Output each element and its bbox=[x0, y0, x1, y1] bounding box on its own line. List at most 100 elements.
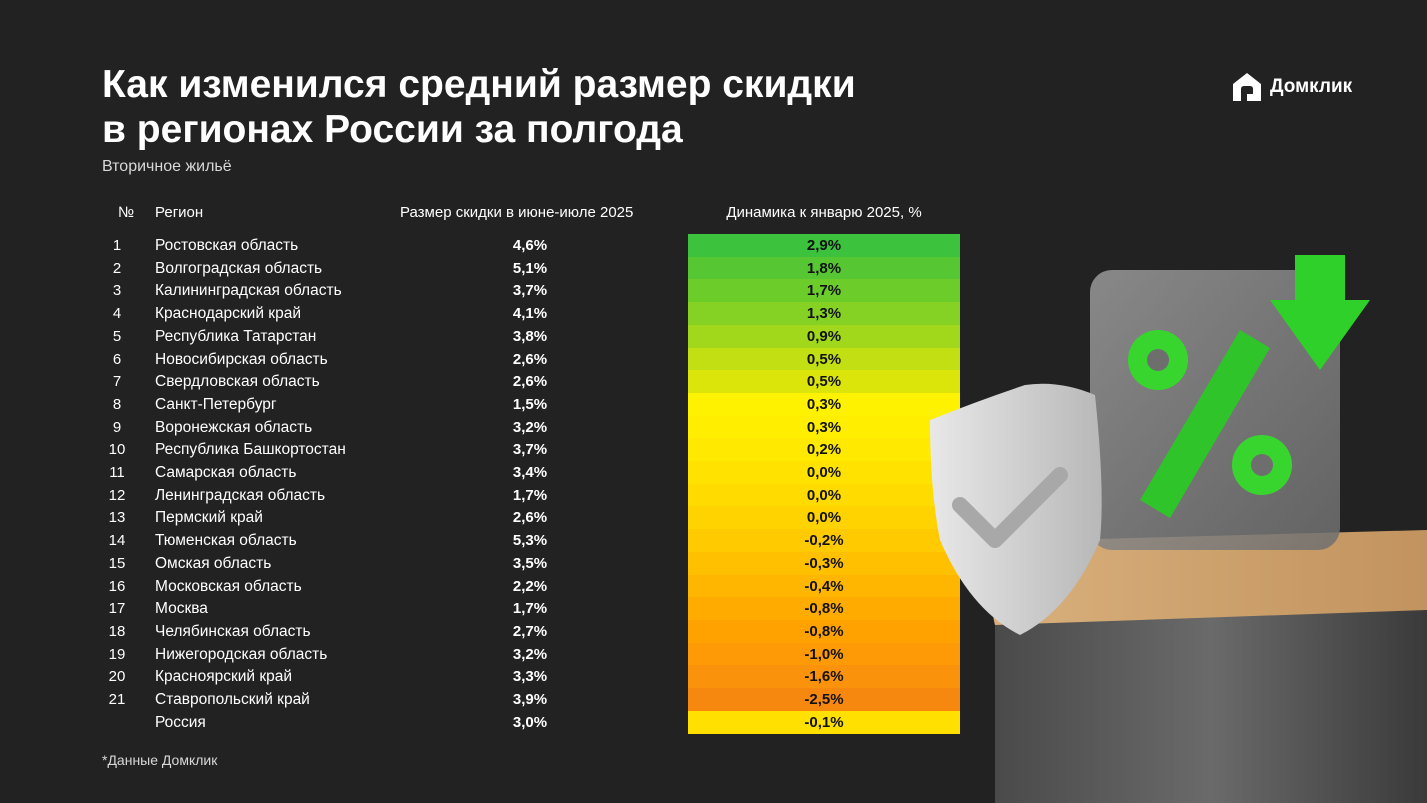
row-number: 8 bbox=[112, 395, 122, 413]
row-discount: 1,5% bbox=[512, 395, 548, 413]
row-dynamics-cell: -0,4% bbox=[688, 574, 960, 598]
row-region: Республика Татарстан bbox=[155, 327, 317, 345]
footnote: *Данные Домклик bbox=[102, 752, 218, 768]
row-number: 4 bbox=[112, 305, 122, 323]
table-row: 13 Пермский край 2,6% 0,0% bbox=[0, 506, 960, 530]
row-dynamics-cell: 0,0% bbox=[688, 506, 960, 530]
row-region: Пермский край bbox=[155, 509, 263, 527]
pedestal bbox=[995, 610, 1427, 803]
row-discount: 3,8% bbox=[512, 327, 548, 345]
row-discount: 3,2% bbox=[512, 418, 548, 436]
table-row: 2 Волгоградская область 5,1% 1,8% bbox=[0, 256, 960, 280]
row-number: 11 bbox=[109, 464, 125, 481]
page-subtitle: Вторичное жильё bbox=[102, 158, 232, 175]
checkmark-icon bbox=[952, 467, 1068, 548]
row-region: Новосибирская область bbox=[155, 350, 328, 368]
table-row: 18 Челябинская область 2,7% -0,8% bbox=[0, 619, 960, 643]
row-region: Челябинская область bbox=[155, 622, 311, 640]
row-dynamics-cell: 1,8% bbox=[688, 256, 960, 280]
row-number: 13 bbox=[108, 509, 126, 527]
row-region: Республика Башкортостан bbox=[155, 441, 346, 459]
table-row: 7 Свердловская область 2,6% 0,5% bbox=[0, 370, 960, 394]
discount-illustration bbox=[930, 255, 1427, 803]
row-discount: 3,7% bbox=[512, 282, 548, 300]
row-region: Ленинградская область bbox=[155, 486, 326, 504]
row-discount: 5,1% bbox=[512, 259, 548, 277]
row-dynamics-cell: -0,2% bbox=[688, 529, 960, 553]
row-dynamics-cell: -0,3% bbox=[688, 551, 960, 575]
table-row: 12 Ленинградская область 1,7% 0,0% bbox=[0, 483, 960, 507]
house-logo-icon bbox=[1233, 73, 1261, 101]
column-header-discount: Размер скидки в июне-июле 2025 bbox=[400, 204, 634, 221]
row-discount: 3,2% bbox=[512, 645, 548, 663]
row-number: 20 bbox=[108, 668, 126, 686]
column-header-dynamics: Динамика к январю 2025, % bbox=[726, 204, 922, 221]
row-discount: 2,6% bbox=[512, 373, 548, 391]
row-number: 15 bbox=[108, 554, 126, 572]
row-discount: 4,1% bbox=[512, 305, 548, 323]
brand-logo: Домклик bbox=[1230, 70, 1352, 104]
table-row: 11 Самарская область 3,4% 0,0% bbox=[0, 461, 960, 484]
row-discount: 3,3% bbox=[512, 668, 548, 686]
row-discount: 5,3% bbox=[512, 532, 548, 550]
row-number: 3 bbox=[112, 282, 122, 300]
row-discount: 1,7% bbox=[512, 486, 548, 504]
row-number: 9 bbox=[112, 418, 122, 436]
row-number: 14 bbox=[108, 532, 126, 550]
table-row: Россия 3,0% -0,1% bbox=[0, 710, 960, 734]
row-region: Краснодарский край bbox=[155, 305, 301, 323]
row-dynamics-cell: 1,7% bbox=[688, 279, 960, 303]
row-number: 7 bbox=[112, 373, 122, 391]
row-region: Московская область bbox=[155, 577, 302, 595]
row-discount: 2,7% bbox=[512, 622, 548, 640]
row-number: 6 bbox=[112, 350, 122, 368]
row-region: Нижегородская область bbox=[155, 645, 328, 663]
row-discount: 3,9% bbox=[512, 691, 548, 708]
percent-icon bbox=[1128, 330, 1292, 518]
row-number: 17 bbox=[108, 600, 126, 618]
table-row: 19 Нижегородская область 3,2% -1,0% bbox=[0, 642, 960, 666]
column-header-num: № bbox=[118, 204, 135, 221]
table-row: 6 Новосибирская область 2,6% 0,5% bbox=[0, 347, 960, 371]
logo-text: Домклик bbox=[1270, 76, 1353, 97]
row-dynamics-cell: -0,1% bbox=[688, 710, 960, 734]
table-row: 17 Москва 1,7% -0,8% bbox=[0, 597, 960, 621]
row-region: Калининградская область bbox=[155, 282, 342, 300]
table-row: 3 Калининградская область 3,7% 1,7% bbox=[0, 279, 960, 303]
row-dynamics-cell: 0,2% bbox=[688, 438, 960, 462]
row-region: Самарская область bbox=[155, 464, 297, 481]
column-header-region: Регион bbox=[155, 204, 204, 221]
wood-top bbox=[992, 530, 1427, 625]
row-number: 2 bbox=[112, 259, 122, 277]
row-discount: 2,6% bbox=[512, 509, 548, 527]
row-number: 16 bbox=[108, 577, 126, 595]
table-row: 10 Республика Башкортостан 3,7% 0,2% bbox=[0, 438, 960, 462]
row-region: Воронежская область bbox=[155, 418, 313, 436]
row-dynamics-cell: 0,3% bbox=[688, 415, 960, 439]
row-number: 18 bbox=[108, 622, 126, 640]
table-row: 21 Ставропольский край 3,9% -2,5% bbox=[0, 688, 960, 711]
row-number: 10 bbox=[108, 441, 126, 459]
table-row: 8 Санкт-Петербург 1,5% 0,3% bbox=[0, 392, 960, 416]
row-dynamics-cell: 0,0% bbox=[688, 483, 960, 507]
table-row: 9 Воронежская область 3,2% 0,3% bbox=[0, 415, 960, 439]
row-discount: 2,6% bbox=[512, 350, 548, 368]
table-row: 16 Московская область 2,2% -0,4% bbox=[0, 574, 960, 598]
row-discount: 3,7% bbox=[512, 441, 548, 459]
row-dynamics-cell: 0,9% bbox=[688, 324, 960, 348]
page-title: Как изменился средний размер скидки в ре… bbox=[102, 62, 962, 152]
row-dynamics-cell: 0,0% bbox=[688, 461, 960, 484]
row-number: 12 bbox=[108, 486, 126, 504]
row-discount: 4,6% bbox=[512, 237, 548, 254]
row-dynamics-cell: 2,9% bbox=[688, 234, 960, 257]
row-number: 1 bbox=[112, 237, 122, 254]
row-region: Омская область bbox=[155, 554, 272, 572]
title-line-1: Как изменился средний размер скидки bbox=[102, 63, 856, 106]
row-region: Санкт-Петербург bbox=[155, 395, 277, 413]
row-region: Свердловская область bbox=[155, 373, 320, 391]
arrow-down-icon bbox=[1270, 255, 1370, 370]
table-row: 4 Краснодарский край 4,1% 1,3% bbox=[0, 302, 960, 326]
row-region: Ставропольский край bbox=[155, 691, 310, 708]
row-discount: 3,4% bbox=[512, 464, 548, 481]
row-region: Ростовская область bbox=[155, 237, 299, 254]
